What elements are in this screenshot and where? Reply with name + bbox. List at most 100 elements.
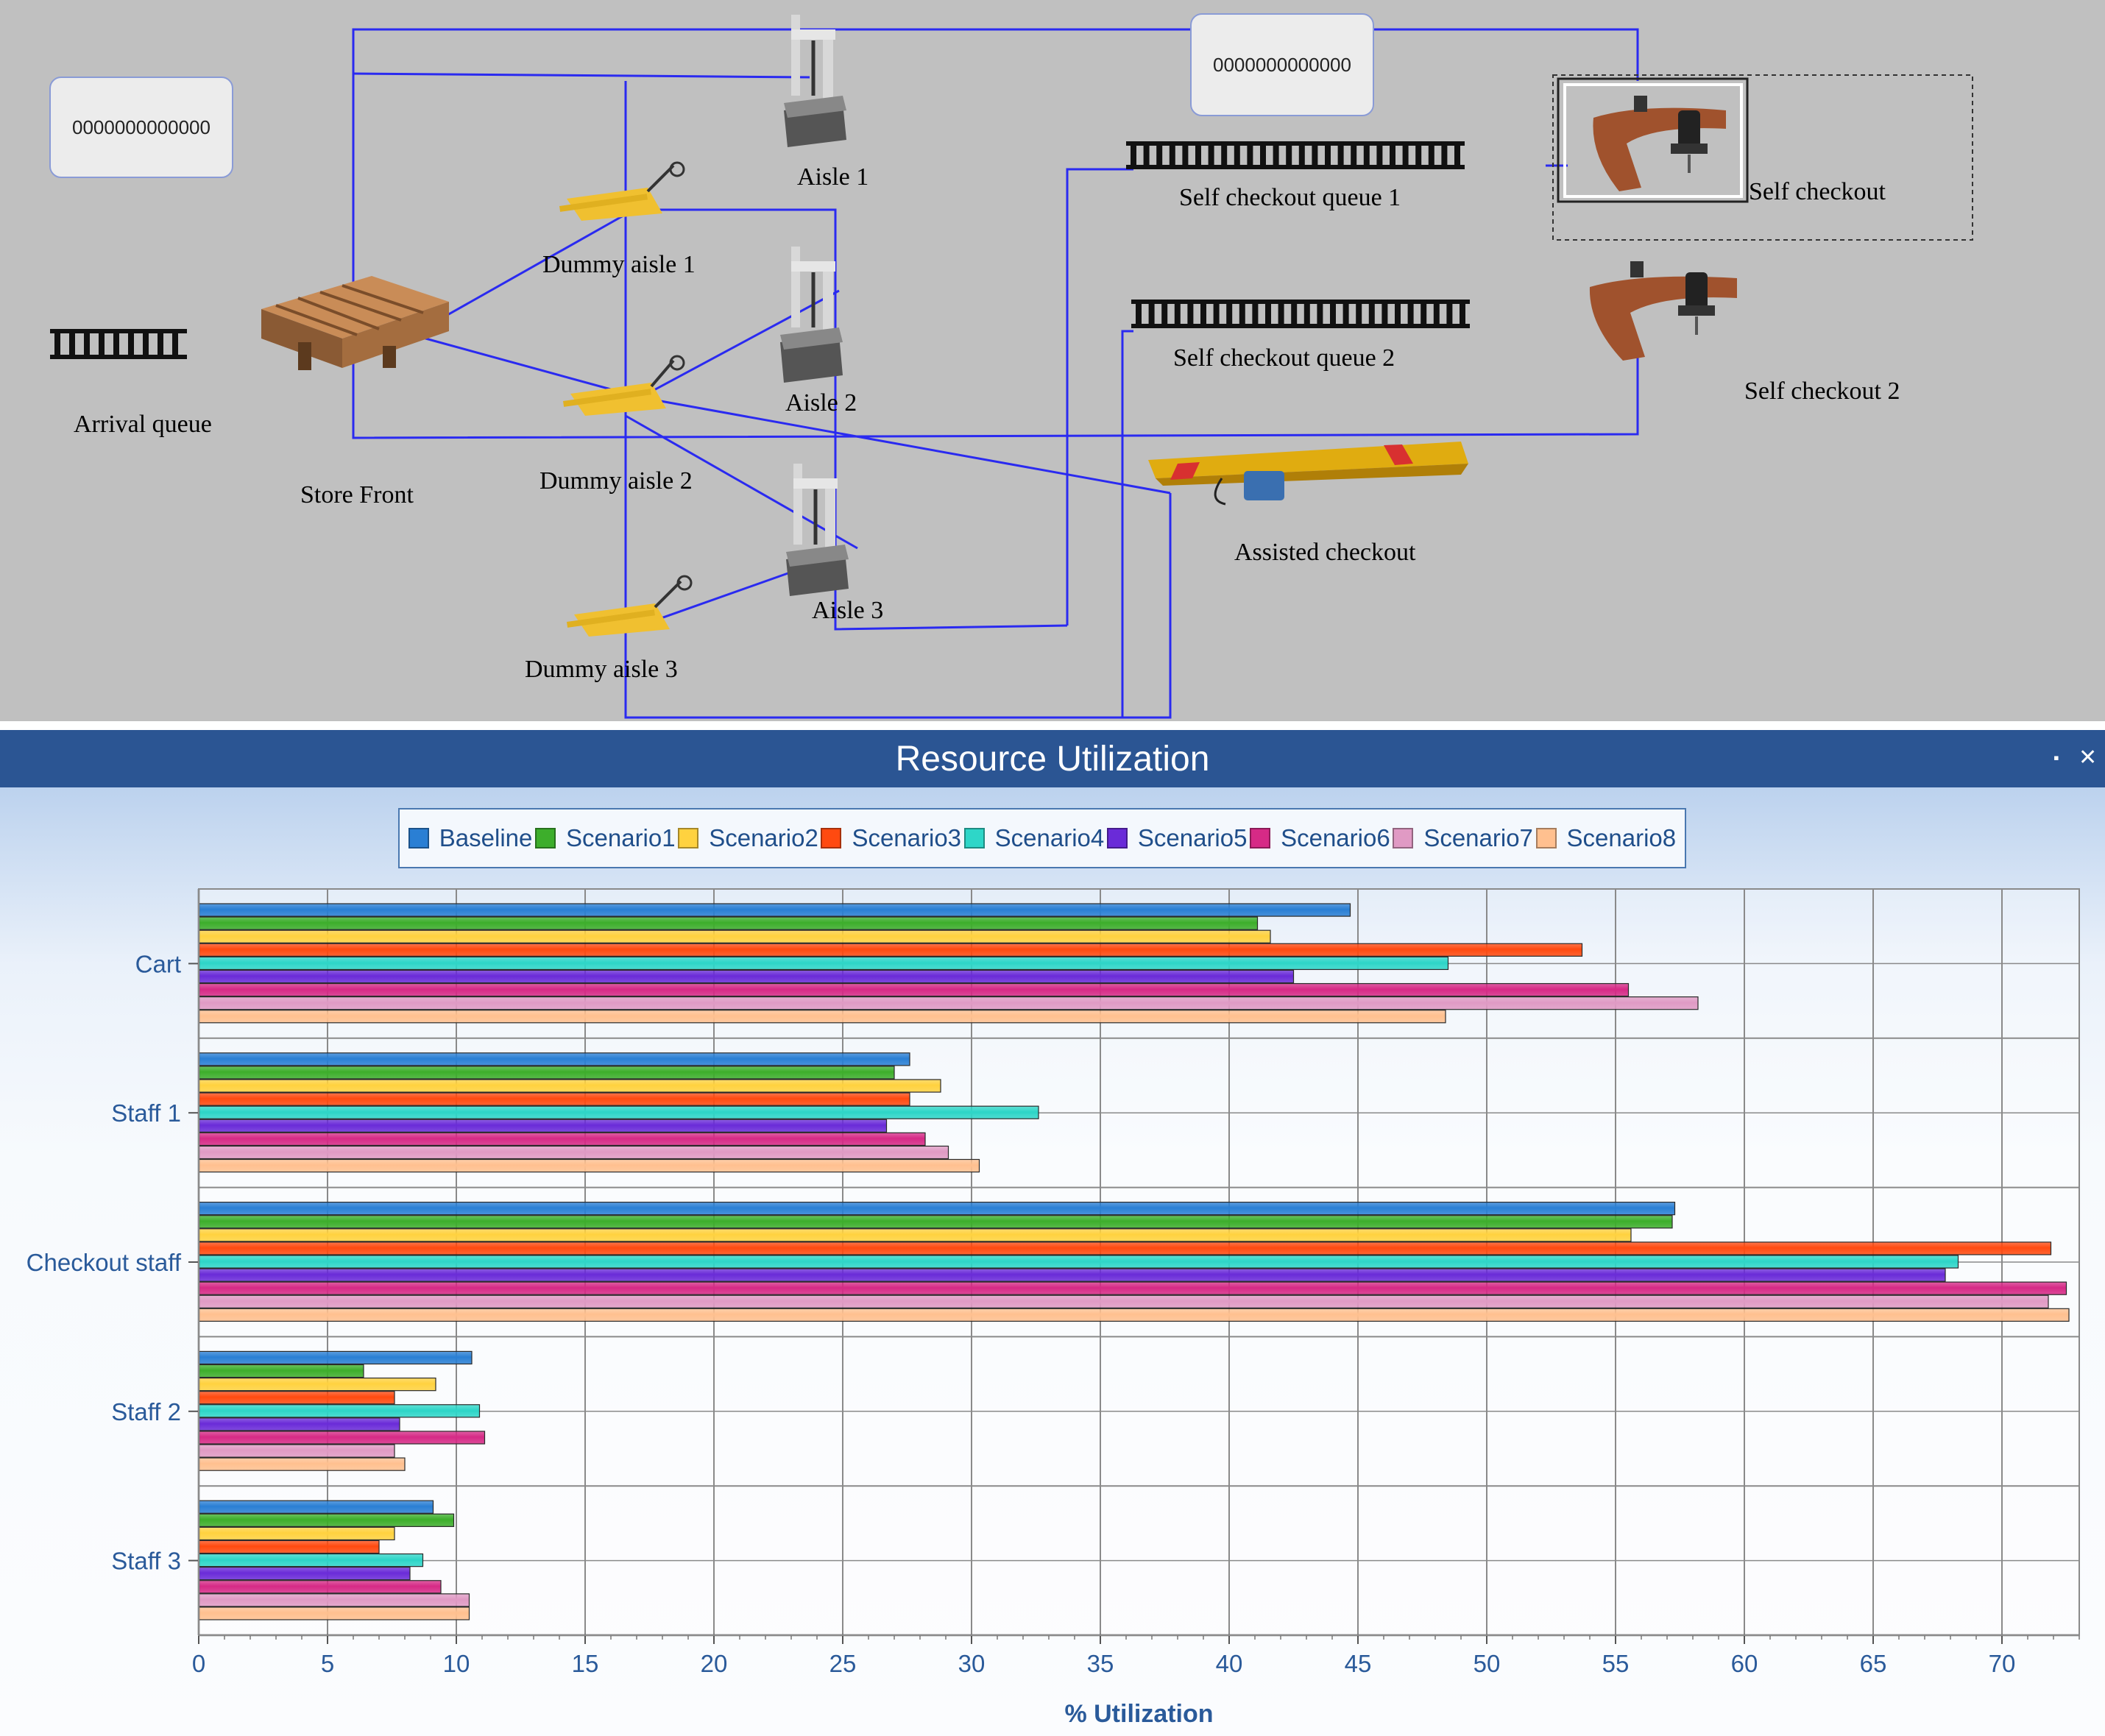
bar-scenario2-cart[interactable] [198, 929, 1271, 943]
bar-scenario8-staff-3[interactable] [198, 1606, 470, 1620]
restore-icon[interactable]: ▪ [2053, 748, 2059, 767]
bar-scenario3-cart[interactable] [198, 943, 1583, 957]
bar-scenario3-staff-1[interactable] [198, 1092, 910, 1106]
legend-item-1[interactable]: Scenario1 [535, 824, 676, 852]
legend-item-2[interactable]: Scenario2 [678, 824, 818, 852]
legend-label: Scenario4 [994, 824, 1105, 851]
legend-item-4[interactable]: Scenario4 [963, 824, 1105, 852]
flow-paths [352, 28, 1639, 719]
x-tick-label: 30 [958, 1650, 986, 1677]
legend-item-3[interactable]: Scenario3 [821, 824, 961, 852]
bar-scenario5-checkout-staff[interactable] [198, 1268, 1946, 1282]
aisle-1-machine-icon[interactable] [784, 15, 846, 147]
bar-scenario5-staff-2[interactable] [198, 1417, 400, 1431]
legend-label: Scenario1 [566, 824, 676, 851]
legend-label: Scenario3 [852, 824, 962, 851]
pane-divider[interactable] [0, 721, 2105, 730]
bar-scenario1-staff-3[interactable] [198, 1513, 455, 1527]
bar-baseline-checkout-staff[interactable] [198, 1201, 1676, 1216]
bar-scenario7-cart[interactable] [198, 996, 1699, 1010]
bar-scenario3-staff-3[interactable] [198, 1540, 380, 1554]
bar-scenario2-staff-3[interactable] [198, 1526, 395, 1541]
utilization-bar-chart: 0 5 10 15 20 25 30 35 40 45 50 55 60 65 70 Cart Staff 1 C… [26, 888, 2080, 1728]
dummy-aisle-2-jack-icon[interactable] [563, 355, 685, 416]
x-tick-label: 15 [572, 1650, 599, 1677]
self-checkout-frame[interactable] [1557, 77, 1749, 203]
self-checkout-queue-2-conveyor-icon[interactable] [1131, 300, 1470, 328]
simulation-canvas[interactable]: Aisle 1 Aisle 2 Aisle 3 Dummy aisle 1 Du… [0, 0, 2105, 721]
x-tick-label: 35 [1087, 1650, 1114, 1677]
legend-item-8[interactable]: Scenario8 [1535, 824, 1676, 852]
bar-scenario6-checkout-staff[interactable] [198, 1281, 2067, 1295]
bar-scenario1-cart[interactable] [198, 916, 1259, 930]
dummy-aisle-1-jack-icon[interactable] [559, 161, 685, 221]
store-front-label: Store Front [300, 481, 414, 509]
bar-scenario4-staff-1[interactable] [198, 1105, 1039, 1119]
bar-scenario3-checkout-staff[interactable] [198, 1241, 2052, 1255]
close-icon[interactable]: ✕ [2079, 745, 2098, 770]
bar-scenario7-staff-1[interactable] [198, 1145, 949, 1160]
dummy-aisle-3-label: Dummy aisle 3 [525, 656, 678, 683]
bar-baseline-cart[interactable] [198, 903, 1351, 917]
self-checkout-2-desk-icon[interactable] [1589, 261, 1737, 361]
counter-display-1[interactable]: 0000000000000 [49, 77, 233, 178]
bar-scenario6-staff-1[interactable] [198, 1132, 926, 1147]
bar-scenario6-staff-2[interactable] [198, 1431, 486, 1445]
aisle-3-machine-icon[interactable] [786, 464, 849, 596]
legend-label: Scenario6 [1281, 824, 1390, 851]
bar-scenario5-staff-1[interactable] [198, 1119, 888, 1133]
bar-baseline-staff-1[interactable] [198, 1052, 910, 1066]
bar-scenario7-staff-2[interactable] [198, 1444, 395, 1458]
bar-scenario6-cart[interactable] [198, 982, 1630, 997]
bar-scenario1-staff-2[interactable] [198, 1364, 364, 1378]
x-tick-label: 40 [1216, 1650, 1243, 1677]
arrival-queue-conveyor-icon[interactable] [50, 329, 187, 359]
category-label: Checkout staff [26, 1249, 182, 1276]
bar-baseline-staff-3[interactable] [198, 1500, 434, 1514]
panel-title: Resource Utilization [895, 739, 1210, 779]
bar-scenario1-checkout-staff[interactable] [198, 1215, 1673, 1229]
dummy-aisle-3-jack-icon[interactable] [566, 575, 693, 637]
legend-label: Scenario5 [1137, 824, 1248, 851]
bar-scenario8-cart[interactable] [198, 1010, 1446, 1024]
bar-scenario4-checkout-staff[interactable] [198, 1255, 1959, 1269]
bar-scenario5-staff-3[interactable] [198, 1567, 411, 1581]
x-tick-label: 60 [1731, 1650, 1758, 1677]
self-checkout-queue-1-conveyor-icon[interactable] [1126, 141, 1465, 169]
bar-scenario4-cart[interactable] [198, 956, 1449, 971]
bar-scenario4-staff-3[interactable] [198, 1553, 424, 1567]
bar-scenario3-staff-2[interactable] [198, 1391, 395, 1405]
panel-titlebar[interactable]: Resource Utilization ▪ ✕ [0, 730, 2105, 787]
bar-scenario8-staff-2[interactable] [198, 1457, 406, 1471]
bar-scenario8-checkout-staff[interactable] [198, 1308, 2070, 1322]
legend-item-0[interactable]: Baseline [408, 824, 532, 852]
bar-scenario8-staff-1[interactable] [198, 1158, 980, 1173]
self-checkout-label: Self checkout [1749, 178, 1886, 205]
legend-swatch [1106, 828, 1128, 848]
bar-scenario6-staff-3[interactable] [198, 1580, 442, 1594]
category-label: Cart [135, 950, 181, 977]
legend-item-7[interactable]: Scenario7 [1393, 824, 1533, 852]
bar-scenario7-staff-3[interactable] [198, 1593, 470, 1607]
assisted-checkout-crane-icon[interactable] [1148, 442, 1468, 506]
aisle-2-label: Aisle 2 [785, 389, 857, 417]
bar-baseline-staff-2[interactable] [198, 1350, 473, 1365]
legend-item-6[interactable]: Scenario6 [1250, 824, 1390, 852]
bar-scenario1-staff-1[interactable] [198, 1066, 895, 1080]
bar-scenario5-cart[interactable] [198, 969, 1295, 984]
bar-scenario2-staff-1[interactable] [198, 1079, 941, 1093]
simulation-view[interactable]: Aisle 1 Aisle 2 Aisle 3 Dummy aisle 1 Du… [0, 0, 2105, 721]
counter-display-2[interactable]: 0000000000000 [1190, 13, 1374, 116]
x-tick-label: 0 [192, 1650, 205, 1677]
bar-scenario7-checkout-staff[interactable] [198, 1294, 2049, 1308]
self-checkout-desk-icon[interactable] [1593, 96, 1726, 191]
bar-scenario2-staff-2[interactable] [198, 1377, 436, 1392]
category-label: Staff 3 [111, 1548, 181, 1575]
x-tick-label: 20 [701, 1650, 728, 1677]
dummy-aisle-2-label: Dummy aisle 2 [539, 467, 693, 495]
store-front-pallet-icon[interactable] [261, 276, 449, 370]
legend-item-5[interactable]: Scenario5 [1106, 824, 1248, 852]
aisle-2-machine-icon[interactable] [780, 247, 843, 383]
bar-scenario2-checkout-staff[interactable] [198, 1228, 1632, 1242]
bar-scenario4-staff-2[interactable] [198, 1404, 481, 1418]
